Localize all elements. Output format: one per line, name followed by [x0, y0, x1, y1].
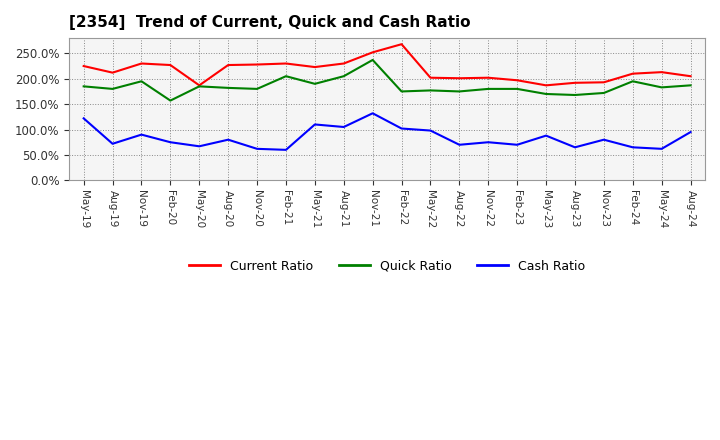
- Cash Ratio: [600, 137, 608, 142]
- Quick Ratio: [657, 85, 666, 90]
- Quick Ratio: [369, 57, 377, 62]
- Quick Ratio: [397, 89, 406, 94]
- Quick Ratio: [426, 88, 435, 93]
- Text: [2354]  Trend of Current, Quick and Cash Ratio: [2354] Trend of Current, Quick and Cash …: [69, 15, 471, 30]
- Current Ratio: [455, 76, 464, 81]
- Quick Ratio: [224, 85, 233, 91]
- Current Ratio: [629, 71, 637, 76]
- Cash Ratio: [137, 132, 145, 137]
- Cash Ratio: [455, 142, 464, 147]
- Quick Ratio: [195, 84, 204, 89]
- Cash Ratio: [195, 143, 204, 149]
- Cash Ratio: [166, 139, 175, 145]
- Current Ratio: [541, 83, 550, 88]
- Line: Quick Ratio: Quick Ratio: [84, 60, 690, 101]
- Quick Ratio: [455, 89, 464, 94]
- Cash Ratio: [484, 139, 492, 145]
- Quick Ratio: [310, 81, 319, 87]
- Quick Ratio: [79, 84, 88, 89]
- Cash Ratio: [224, 137, 233, 142]
- Cash Ratio: [686, 129, 695, 135]
- Current Ratio: [253, 62, 261, 67]
- Current Ratio: [686, 73, 695, 79]
- Cash Ratio: [571, 145, 580, 150]
- Current Ratio: [657, 70, 666, 75]
- Cash Ratio: [426, 128, 435, 133]
- Cash Ratio: [657, 146, 666, 151]
- Cash Ratio: [339, 125, 348, 130]
- Current Ratio: [369, 50, 377, 55]
- Current Ratio: [571, 80, 580, 85]
- Current Ratio: [282, 61, 290, 66]
- Quick Ratio: [166, 98, 175, 103]
- Cash Ratio: [79, 116, 88, 121]
- Quick Ratio: [253, 86, 261, 92]
- Cash Ratio: [629, 145, 637, 150]
- Line: Current Ratio: Current Ratio: [84, 44, 690, 85]
- Current Ratio: [513, 77, 521, 83]
- Quick Ratio: [339, 73, 348, 79]
- Current Ratio: [195, 83, 204, 88]
- Quick Ratio: [282, 73, 290, 79]
- Current Ratio: [166, 62, 175, 68]
- Current Ratio: [397, 41, 406, 47]
- Quick Ratio: [629, 79, 637, 84]
- Line: Cash Ratio: Cash Ratio: [84, 113, 690, 150]
- Current Ratio: [310, 64, 319, 70]
- Quick Ratio: [137, 79, 145, 84]
- Quick Ratio: [541, 92, 550, 97]
- Quick Ratio: [484, 86, 492, 92]
- Cash Ratio: [282, 147, 290, 153]
- Cash Ratio: [310, 122, 319, 127]
- Current Ratio: [137, 61, 145, 66]
- Cash Ratio: [253, 146, 261, 151]
- Legend: Current Ratio, Quick Ratio, Cash Ratio: Current Ratio, Quick Ratio, Cash Ratio: [184, 255, 590, 278]
- Cash Ratio: [513, 142, 521, 147]
- Current Ratio: [600, 80, 608, 85]
- Current Ratio: [484, 75, 492, 81]
- Quick Ratio: [600, 90, 608, 95]
- Quick Ratio: [571, 92, 580, 98]
- Current Ratio: [108, 70, 117, 75]
- Current Ratio: [426, 75, 435, 81]
- Quick Ratio: [108, 86, 117, 92]
- Cash Ratio: [397, 126, 406, 131]
- Current Ratio: [79, 63, 88, 69]
- Cash Ratio: [369, 110, 377, 116]
- Current Ratio: [339, 61, 348, 66]
- Cash Ratio: [541, 133, 550, 138]
- Cash Ratio: [108, 141, 117, 147]
- Quick Ratio: [513, 86, 521, 92]
- Quick Ratio: [686, 83, 695, 88]
- Current Ratio: [224, 62, 233, 68]
